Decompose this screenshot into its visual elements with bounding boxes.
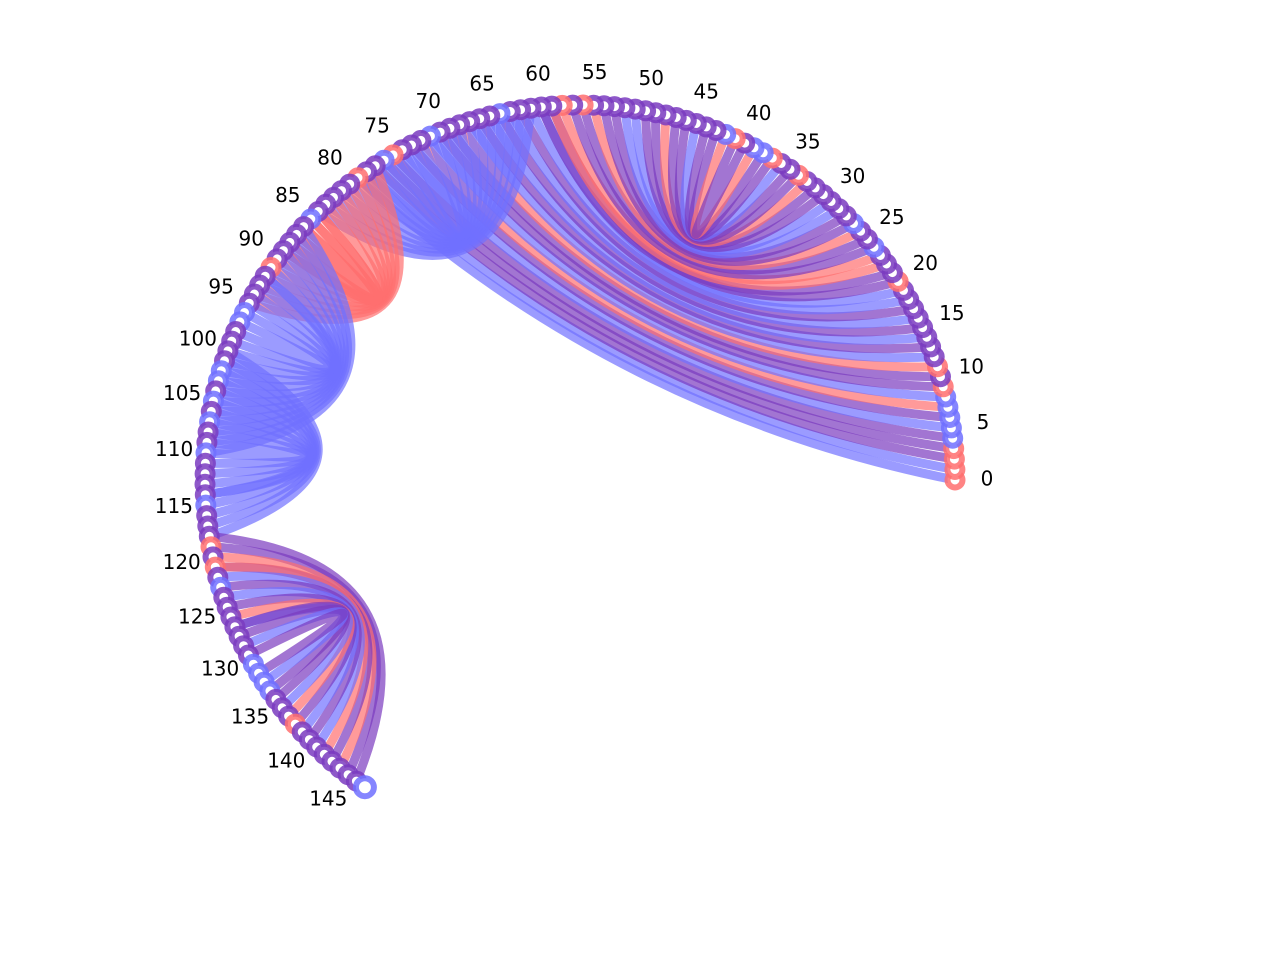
tick-label: 20 bbox=[913, 251, 938, 275]
tick-label: 15 bbox=[939, 301, 964, 325]
tick-label: 115 bbox=[155, 494, 193, 518]
edge-arc bbox=[201, 437, 314, 462]
edge-arc bbox=[495, 109, 928, 337]
tick-label: 110 bbox=[155, 437, 193, 461]
tick-label: 5 bbox=[977, 410, 990, 434]
node-layer bbox=[194, 94, 966, 800]
tick-label: 125 bbox=[178, 605, 216, 629]
tick-label: 30 bbox=[840, 164, 865, 188]
tick-label: 85 bbox=[275, 183, 300, 207]
edge-arc bbox=[243, 608, 348, 678]
tick-label: 0 bbox=[981, 467, 994, 491]
edge-arc bbox=[407, 135, 466, 240]
tick-label: 25 bbox=[879, 205, 904, 229]
edge-arc bbox=[231, 317, 337, 374]
tick-label: 60 bbox=[525, 62, 550, 86]
tick-label: 70 bbox=[415, 89, 440, 113]
tick-label: 55 bbox=[582, 60, 607, 84]
edge-arc bbox=[691, 134, 750, 239]
tick-label: 130 bbox=[201, 657, 239, 681]
tick-label: 75 bbox=[364, 114, 389, 138]
tick-label: 90 bbox=[238, 227, 263, 251]
tick-label: 145 bbox=[309, 786, 347, 810]
tick-label: 105 bbox=[163, 381, 201, 405]
edge-layer bbox=[200, 100, 960, 786]
tick-label: 80 bbox=[317, 145, 342, 169]
tick-label: 65 bbox=[469, 71, 494, 95]
edge-arc bbox=[485, 111, 932, 345]
node-marker bbox=[352, 775, 377, 800]
edge-arc bbox=[475, 114, 936, 354]
tick-label: 95 bbox=[208, 275, 233, 299]
tick-label: 35 bbox=[795, 129, 820, 153]
tick-label: 10 bbox=[959, 354, 984, 378]
tick-label: 50 bbox=[638, 66, 663, 90]
tick-label: 120 bbox=[163, 550, 201, 574]
tick-label: 45 bbox=[693, 80, 718, 104]
tick-label: 135 bbox=[231, 705, 269, 729]
tick-label: 40 bbox=[746, 101, 771, 125]
tick-label: 100 bbox=[179, 326, 217, 350]
tick-label: 140 bbox=[267, 748, 305, 772]
